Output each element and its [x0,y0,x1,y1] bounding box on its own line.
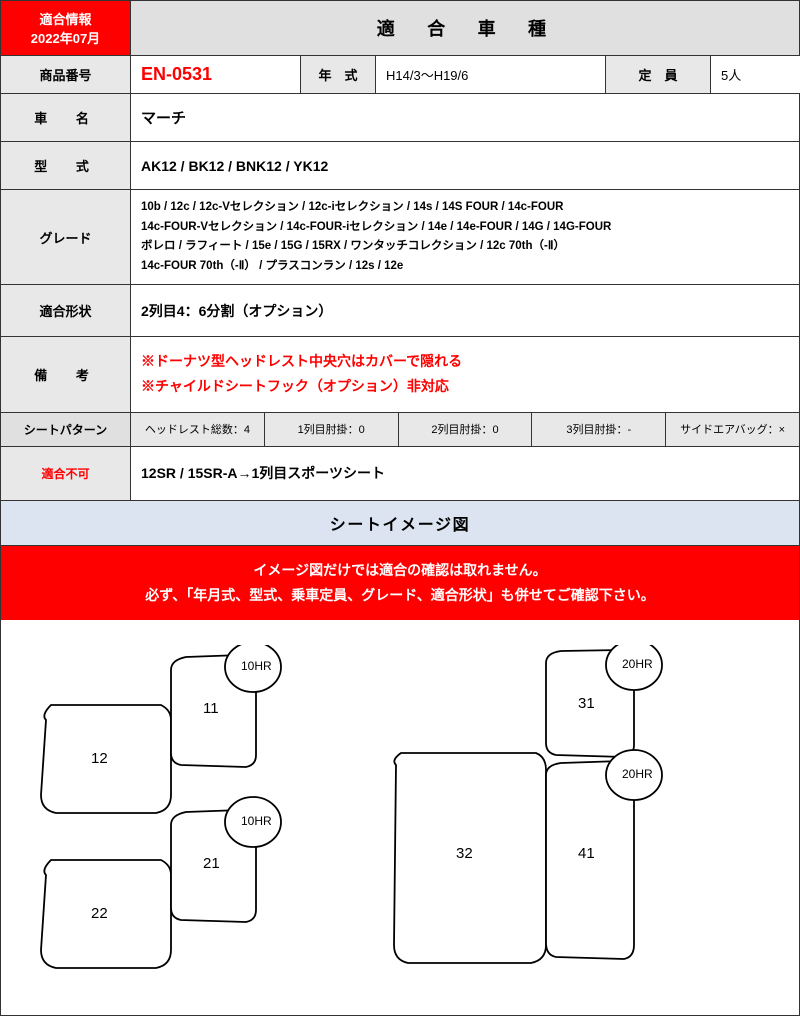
model-row: 型 式 AK12 / BK12 / BNK12 / YK12 [1,142,799,190]
label-41: 41 [578,845,595,862]
warning-line2: 必ず、「年月式、型式、乗車定員、グレード、適合形状」も併せてご確認下さい。 [13,583,787,608]
grade-value: 10b / 12c / 12c-Vセレクション / 12c-iセレクション / … [131,190,799,284]
note-row: 備 考 ※ドーナツ型ヘッドレスト中央穴はカバーで隠れる ※チャイルドシートフック… [1,337,799,412]
info-header-cell: 適合情報 2022年07月 [1,1,131,55]
label-31: 31 [578,695,595,712]
year-label: 年 式 [301,56,376,93]
label-32: 32 [456,845,473,862]
pattern-arm2: 2列目肘掛：0 [399,413,533,446]
front-seats-group: 10HR 11 12 10HR 21 22 [31,645,331,975]
rear-seats-group: 20HR 31 20HR 32 41 [386,645,706,975]
pattern-airbag: サイドエアバッグ：× [666,413,799,446]
front-seats-svg [31,645,331,975]
spec-table: 適合情報 2022年07月 適 合 車 種 商品番号 EN-0531 年 式 H… [0,0,800,1016]
carname-label: 車 名 [1,94,131,141]
product-number-value: EN-0531 [131,56,301,93]
pattern-headrest: ヘッドレスト総数：4 [131,413,265,446]
label-20hr-b: 20HR [622,767,653,781]
shape-label: 適合形状 [1,285,131,336]
note-line2: ※チャイルドシートフック（オプション）非対応 [141,374,449,399]
pattern-row: シートパターン ヘッドレスト総数：4 1列目肘掛：0 2列目肘掛：0 3列目肘掛… [1,413,799,447]
note-label: 備 考 [1,337,131,411]
note-value: ※ドーナツ型ヘッドレスト中央穴はカバーで隠れる ※チャイルドシートフック（オプシ… [131,337,799,411]
label-10hr-b: 10HR [241,814,272,828]
incompatible-row: 適合不可 12SR / 15SR-A→1列目スポーツシート [1,447,799,501]
model-label: 型 式 [1,142,131,189]
model-value: AK12 / BK12 / BNK12 / YK12 [131,142,799,189]
product-row: 商品番号 EN-0531 年 式 H14/3～H19/6 定 員 5人 [1,56,799,94]
main-title: 適 合 車 種 [131,1,799,55]
carname-value: マーチ [131,94,799,141]
label-21: 21 [203,855,220,872]
warning-banner: イメージ図だけでは適合の確認は取れません。 必ず、「年月式、型式、乗車定員、グレ… [1,546,799,620]
warning-line1: イメージ図だけでは適合の確認は取れません。 [13,558,787,583]
diagram-header-row: シートイメージ図 [1,501,799,546]
incompatible-label: 適合不可 [1,447,131,500]
rear-seats-svg [386,645,706,975]
seat-diagram: 10HR 11 12 10HR 21 22 [1,620,799,1015]
label-22: 22 [91,905,108,922]
year-value: H14/3～H19/6 [376,56,606,93]
label-10hr-a: 10HR [241,659,272,673]
capacity-label: 定 員 [606,56,711,93]
pattern-arm3: 3列目肘掛：- [532,413,666,446]
shape-row: 適合形状 2列目4：6分割（オプション） [1,285,799,337]
product-number-label: 商品番号 [1,56,131,93]
label-12: 12 [91,750,108,767]
pattern-arm1: 1列目肘掛：0 [265,413,399,446]
header-row: 適合情報 2022年07月 適 合 車 種 [1,1,799,56]
label-11: 11 [203,700,219,717]
grade-label: グレード [1,190,131,284]
pattern-label: シートパターン [1,413,131,446]
incompatible-value: 12SR / 15SR-A→1列目スポーツシート [131,447,799,500]
carname-row: 車 名 マーチ [1,94,799,142]
label-20hr-a: 20HR [622,657,653,671]
note-line1: ※ドーナツ型ヘッドレスト中央穴はカバーで隠れる [141,349,462,374]
capacity-value: 5人 [711,56,800,93]
shape-value: 2列目4：6分割（オプション） [131,285,799,336]
info-date: 2022年07月 [31,28,100,47]
grade-row: グレード 10b / 12c / 12c-Vセレクション / 12c-iセレクシ… [1,190,799,285]
info-title: 適合情報 [39,9,91,28]
diagram-section-title: シートイメージ図 [1,501,799,545]
